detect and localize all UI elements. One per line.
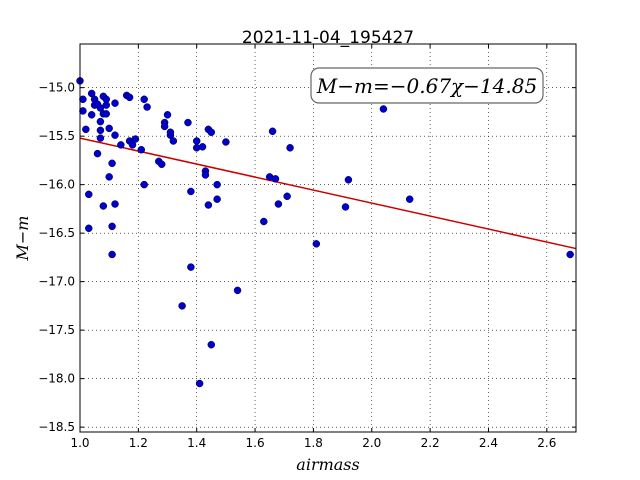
data-point	[96, 117, 105, 126]
data-point	[344, 176, 353, 184]
data-point	[192, 137, 201, 145]
data-point	[108, 159, 116, 168]
data-point	[566, 250, 574, 259]
data-point	[143, 103, 151, 111]
data-point	[271, 175, 280, 183]
data-point	[93, 149, 102, 158]
data-point	[82, 125, 90, 134]
x-tick-label: 2.2	[421, 436, 440, 450]
data-point	[111, 99, 119, 107]
x-tick-label: 1.2	[129, 436, 148, 450]
chart-title: 2021-11-04_195427	[242, 28, 414, 48]
x-tick-label: 1.8	[304, 436, 323, 450]
y-tick-label: −15.5	[38, 129, 75, 143]
annotation-text: M−m=−0.67χ−14.85	[316, 74, 537, 98]
data-point	[108, 222, 116, 231]
data-point	[195, 379, 204, 388]
data-point	[99, 202, 108, 210]
data-point	[169, 137, 178, 145]
data-point	[405, 195, 414, 203]
data-point	[85, 190, 93, 199]
data-point	[213, 180, 221, 189]
x-tick-label: 2.6	[537, 436, 556, 450]
data-point	[85, 224, 93, 233]
data-point	[157, 160, 166, 169]
y-tick-label: −15.0	[38, 81, 75, 95]
y-tick-label: −18.0	[38, 372, 75, 386]
data-point	[79, 95, 87, 104]
y-tick-label: −16.0	[38, 178, 75, 192]
x-tick-label: 1.6	[246, 436, 265, 450]
data-point	[108, 250, 116, 259]
data-point	[312, 240, 321, 248]
data-point	[87, 111, 96, 119]
data-point	[260, 217, 268, 226]
data-point	[286, 144, 294, 152]
data-point	[178, 302, 186, 310]
data-point	[117, 141, 125, 149]
x-tick-label: 1.0	[70, 436, 89, 450]
data-point	[111, 131, 119, 139]
y-tick-label: −16.5	[38, 226, 75, 240]
data-point	[274, 200, 283, 208]
fit-line	[79, 137, 577, 250]
data-point	[187, 187, 195, 196]
data-point	[140, 95, 148, 104]
fit-line-segment	[79, 137, 577, 250]
x-tick-label: 2.4	[479, 436, 498, 450]
y-tick-label: −17.0	[38, 275, 75, 289]
data-point	[283, 192, 291, 201]
data-point	[222, 138, 230, 146]
data-point	[137, 145, 146, 154]
data-point	[201, 171, 210, 179]
data-point	[105, 173, 113, 181]
data-point	[105, 124, 113, 133]
data-point	[184, 118, 192, 127]
data-point	[79, 107, 87, 115]
x-tick-label: 1.4	[187, 436, 206, 450]
y-tick-label: −17.5	[38, 323, 75, 337]
annotation-box	[310, 67, 544, 104]
data-point	[207, 128, 216, 137]
data-point	[160, 122, 169, 131]
data-point	[131, 135, 140, 143]
data-point	[111, 200, 119, 208]
data-point	[233, 286, 242, 295]
x-tick-label: 2.0	[362, 436, 381, 450]
data-point	[268, 127, 277, 136]
data-point	[198, 143, 207, 151]
fit-annotation: M−m=−0.67χ−14.85	[310, 67, 544, 104]
data-point	[187, 263, 195, 271]
data-point	[379, 105, 388, 113]
data-point	[102, 95, 111, 104]
x-axis-label: airmass	[296, 455, 359, 474]
data-point	[166, 128, 175, 137]
data-point	[341, 203, 350, 211]
data-point	[207, 340, 216, 349]
data-point	[96, 126, 105, 135]
data-point	[140, 180, 148, 189]
data-points	[76, 77, 574, 388]
axis-ticks: 1.0 1.2 1.4 1.6 1.8 2.0 2.2 2.4 2.6 −15.0 −15.5 −16…	[38, 44, 576, 450]
data-point	[125, 93, 134, 102]
y-tick-label: −18.5	[38, 420, 75, 434]
data-point	[204, 201, 213, 209]
data-point	[163, 111, 172, 119]
data-point	[96, 134, 105, 142]
y-axis-label: M−m	[13, 216, 32, 262]
data-point	[213, 195, 221, 203]
data-point	[102, 110, 111, 118]
plot-frame	[79, 43, 577, 433]
